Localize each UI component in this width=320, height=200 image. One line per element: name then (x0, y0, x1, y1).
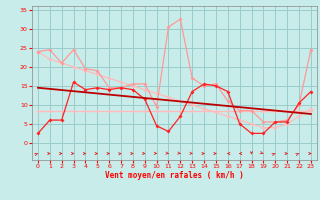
X-axis label: Vent moyen/en rafales ( km/h ): Vent moyen/en rafales ( km/h ) (105, 171, 244, 180)
